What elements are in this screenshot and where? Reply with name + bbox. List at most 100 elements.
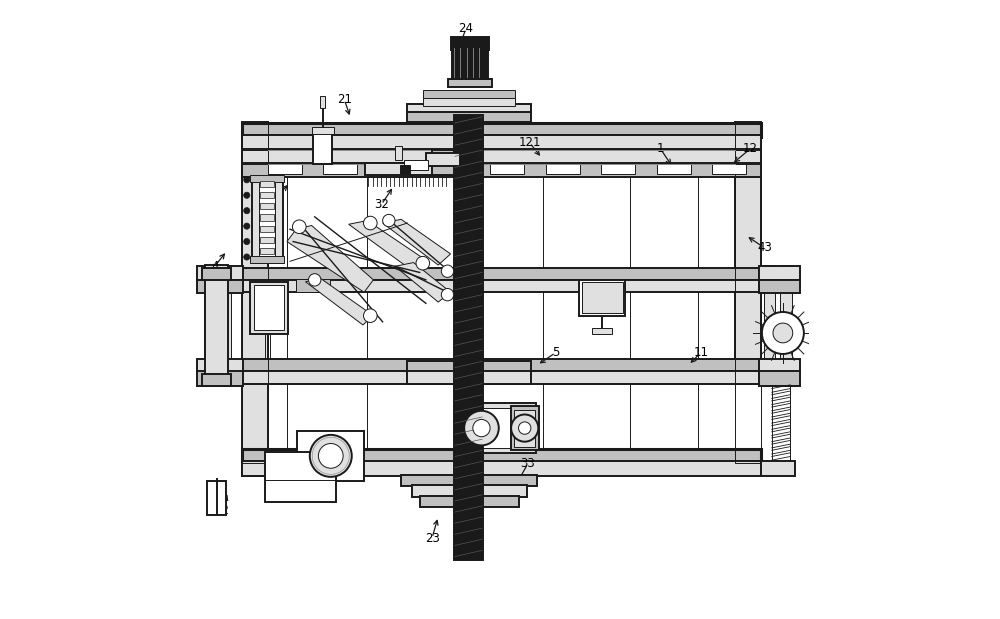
Polygon shape [287, 225, 373, 292]
Bar [407, 361, 531, 373]
Bar [423, 97, 515, 106]
Circle shape [773, 323, 793, 343]
Circle shape [511, 415, 538, 442]
Circle shape [464, 411, 499, 446]
Bar [420, 496, 519, 507]
Bar [452, 46, 488, 79]
Bar [460, 408, 531, 448]
Bar [202, 374, 231, 386]
Bar [197, 280, 243, 293]
Bar [451, 37, 489, 50]
Circle shape [244, 238, 250, 245]
Bar [242, 123, 761, 137]
Circle shape [383, 214, 395, 227]
Bar [514, 410, 535, 447]
Bar [242, 123, 268, 462]
Bar [268, 164, 302, 173]
Bar [407, 371, 531, 384]
Text: 1: 1 [657, 142, 664, 155]
Bar [260, 214, 274, 220]
Bar [759, 371, 800, 386]
Bar [407, 105, 531, 112]
Bar [579, 280, 625, 316]
Text: 121: 121 [518, 136, 541, 149]
Bar [379, 164, 413, 173]
Bar [260, 181, 274, 187]
Bar [761, 461, 795, 476]
Bar [207, 480, 226, 514]
Bar [764, 265, 775, 386]
Bar [242, 280, 761, 292]
Bar [426, 153, 460, 167]
Circle shape [441, 265, 454, 277]
Polygon shape [395, 262, 451, 302]
Circle shape [364, 309, 377, 322]
Bar [313, 133, 332, 164]
Bar [220, 265, 231, 386]
Bar [242, 122, 268, 476]
Bar [197, 359, 243, 373]
Bar [759, 359, 800, 373]
Bar [435, 164, 469, 173]
Circle shape [244, 176, 250, 183]
Bar [202, 267, 231, 280]
Bar [205, 265, 228, 386]
Bar [297, 431, 364, 481]
Bar [242, 461, 761, 476]
Bar [407, 111, 531, 122]
Bar [780, 265, 792, 386]
Bar [197, 266, 243, 280]
Circle shape [473, 420, 490, 437]
Text: 33: 33 [520, 457, 535, 470]
Bar [546, 164, 580, 173]
Bar [250, 282, 288, 334]
Bar [456, 404, 536, 452]
Bar [260, 203, 274, 209]
Bar [454, 115, 483, 560]
Polygon shape [305, 279, 373, 325]
Circle shape [244, 207, 250, 214]
Circle shape [441, 288, 454, 301]
Bar [204, 265, 215, 386]
Text: 6: 6 [271, 192, 278, 205]
Bar [260, 192, 274, 198]
Bar [312, 127, 334, 134]
Text: 42: 42 [215, 504, 230, 517]
Circle shape [292, 220, 306, 233]
Text: 3: 3 [428, 96, 436, 109]
Bar [712, 164, 746, 173]
Bar [296, 279, 330, 292]
Text: 12: 12 [743, 142, 758, 155]
Circle shape [318, 444, 343, 468]
Bar [254, 285, 284, 331]
Circle shape [244, 192, 250, 198]
Bar [260, 248, 274, 254]
Bar [582, 282, 623, 313]
Text: 23: 23 [425, 532, 440, 545]
Bar [423, 90, 515, 98]
Bar [320, 96, 325, 108]
Bar [404, 160, 428, 170]
Bar [412, 485, 527, 497]
Text: 21: 21 [337, 93, 352, 106]
Text: 4: 4 [211, 260, 218, 273]
Bar [400, 165, 410, 173]
Circle shape [519, 422, 531, 435]
Bar [242, 371, 761, 384]
Circle shape [416, 256, 430, 270]
Circle shape [244, 223, 250, 229]
Circle shape [310, 435, 352, 477]
Text: 11: 11 [693, 346, 708, 359]
Bar [395, 147, 402, 160]
Bar [759, 266, 800, 280]
Circle shape [309, 274, 321, 286]
Bar [250, 175, 284, 182]
Bar [260, 236, 274, 243]
Text: 22: 22 [329, 470, 344, 483]
Bar [735, 122, 761, 384]
Bar [735, 122, 761, 462]
Bar [365, 163, 451, 175]
Text: 43: 43 [757, 241, 772, 254]
Bar [242, 449, 761, 462]
Bar [260, 225, 274, 232]
